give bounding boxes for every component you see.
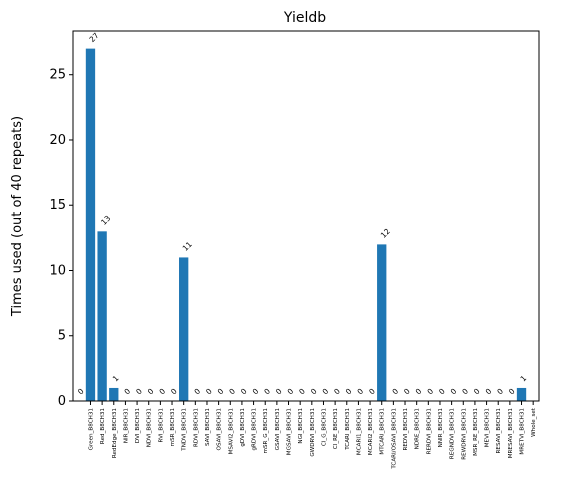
x-tick-label: MRESAVI_B8CH31 xyxy=(508,408,514,459)
x-tick-label: mSR_G_B8CH31 xyxy=(263,408,269,454)
data-label: 0 xyxy=(76,387,86,397)
x-tick-label: MRETVI_B8CH31 xyxy=(520,408,526,455)
x-tick-label: RedEdge_B8CH31 xyxy=(112,408,118,459)
data-label: 0 xyxy=(344,387,354,397)
x-tick-label: OSAVI_B8CH31 xyxy=(217,408,223,451)
bar xyxy=(97,231,107,401)
x-tick-label: NGI_B8CH31 xyxy=(298,408,304,444)
data-label: 0 xyxy=(460,387,470,397)
x-tick-label: SAVI_B8CH31 xyxy=(205,408,211,446)
x-tick-label: REDVI_B8CH31 xyxy=(403,408,409,451)
bar xyxy=(85,48,96,401)
x-tick-label: MCARI1_B8CH31 xyxy=(356,408,362,456)
plot-frame xyxy=(72,30,540,402)
x-tick-label: gRDVI_B8CH31 xyxy=(252,408,258,451)
x-tick-label: MCARI2_B8CH31 xyxy=(368,408,374,456)
x-tick-label: NIR_B8CH31 xyxy=(123,408,129,444)
x-tick-label: NNIR_B8CH31 xyxy=(438,408,444,448)
data-label: 27 xyxy=(88,31,101,44)
data-label: 0 xyxy=(146,387,156,397)
data-label: 0 xyxy=(134,387,144,397)
data-label: 11 xyxy=(181,240,194,253)
data-label: 0 xyxy=(262,387,272,397)
x-tick-label: MSR_RE_B8CH31 xyxy=(473,408,479,456)
y-axis-label: Times used (out of 40 repeats) xyxy=(10,116,25,317)
data-label: 0 xyxy=(227,387,237,397)
data-label: 0 xyxy=(321,387,331,397)
y-tick-label: 10 xyxy=(49,263,66,278)
x-tick-label: MEVI_B8CH31 xyxy=(485,408,491,448)
x-tick-label: MTCARI_B8CH31 xyxy=(380,408,386,455)
data-label: 12 xyxy=(379,227,392,240)
x-tick-label: NDVI_B8CH31 xyxy=(147,408,153,448)
data-label: 0 xyxy=(507,387,517,397)
x-tick-label: Green_B8CH31 xyxy=(88,408,94,451)
x-tick-label: GSAVI_B8CH31 xyxy=(275,408,281,451)
x-tick-label: mSR_B8CH31 xyxy=(170,408,176,447)
y-tick-label: 5 xyxy=(58,329,66,344)
data-label: 0 xyxy=(251,387,261,397)
x-tick-label: DVI_B8CH31 xyxy=(135,408,141,444)
bars xyxy=(85,48,527,401)
x-tick-label: MSAVI2_B8CH31 xyxy=(228,408,234,455)
data-label: 0 xyxy=(297,387,307,397)
x-tick-label: Red_B8CH31 xyxy=(100,408,106,444)
data-label: 0 xyxy=(122,387,132,397)
data-label: 0 xyxy=(204,387,214,397)
data-label: 1 xyxy=(111,373,121,383)
data-label: 13 xyxy=(99,213,112,226)
x-tick-label: TCARI_B8CH31 xyxy=(345,408,351,451)
x-tick-label: CI_RE_B8CH31 xyxy=(333,408,339,450)
bar xyxy=(179,257,189,401)
x-tick-label: CI_G_B8CH31 xyxy=(321,408,327,447)
data-label: 0 xyxy=(286,387,296,397)
data-label: 0 xyxy=(472,387,482,397)
x-tick-label: GWDRVI_B8CH31 xyxy=(310,408,316,457)
bar xyxy=(377,244,387,401)
data-label: 0 xyxy=(274,387,284,397)
data-label: 0 xyxy=(437,387,447,397)
data-label: 0 xyxy=(192,387,202,397)
chart-title: Yieldb xyxy=(283,10,326,26)
x-tick-label: MGSAVI_B8CH31 xyxy=(287,408,293,456)
x-ticks: Green_B8CH31 Red_B8CH31 RedEdge_B8CH31 NIR_… xyxy=(88,401,537,470)
data-label: 0 xyxy=(390,387,400,397)
y-tick-label: 0 xyxy=(58,394,66,409)
x-tick-label: RVI_B8CH31 xyxy=(158,408,164,443)
data-label: 0 xyxy=(367,387,377,397)
y-tick-label: 25 xyxy=(49,68,66,83)
x-tick-label: REWDRVI_B8CH31 xyxy=(461,408,467,460)
data-label: 0 xyxy=(309,387,319,397)
x-tick-label: NDRE_B8CH31 xyxy=(415,408,421,450)
x-tick-label: TNDVI_B8CH31 xyxy=(182,408,188,452)
x-tick-label: REGNDVI_B8CH31 xyxy=(450,408,456,459)
data-label: 0 xyxy=(425,387,435,397)
data-label: 0 xyxy=(414,387,424,397)
data-label: 0 xyxy=(216,387,226,397)
y-tick-label: 20 xyxy=(49,133,66,148)
x-tick-label: gDVI_B8CH31 xyxy=(240,408,246,447)
data-label: 0 xyxy=(332,387,342,397)
x-tick-label: Whole_set xyxy=(531,407,537,437)
data-label: 0 xyxy=(402,387,412,397)
data-label: 0 xyxy=(449,387,459,397)
y-tick-label: 15 xyxy=(49,198,66,213)
x-tick-label: RERDVI_B8CH31 xyxy=(426,408,432,455)
data-label: 0 xyxy=(239,387,249,397)
data-label: 0 xyxy=(484,387,494,397)
y-ticks: 0 5 10 15 20 25 xyxy=(49,68,73,409)
bar xyxy=(516,387,527,401)
x-tick-label: RDVI_B8CH31 xyxy=(193,408,199,447)
data-label: 0 xyxy=(157,387,167,397)
data-label: 0 xyxy=(169,387,179,397)
bar xyxy=(109,387,119,401)
data-label: 0 xyxy=(495,387,505,397)
x-tick-label: RESAVI_B8CH31 xyxy=(496,408,502,454)
data-label: 1 xyxy=(519,373,529,383)
x-tick-label: TCARI/OSAVI_B8CH31 xyxy=(391,408,397,470)
data-label: 0 xyxy=(355,387,365,397)
